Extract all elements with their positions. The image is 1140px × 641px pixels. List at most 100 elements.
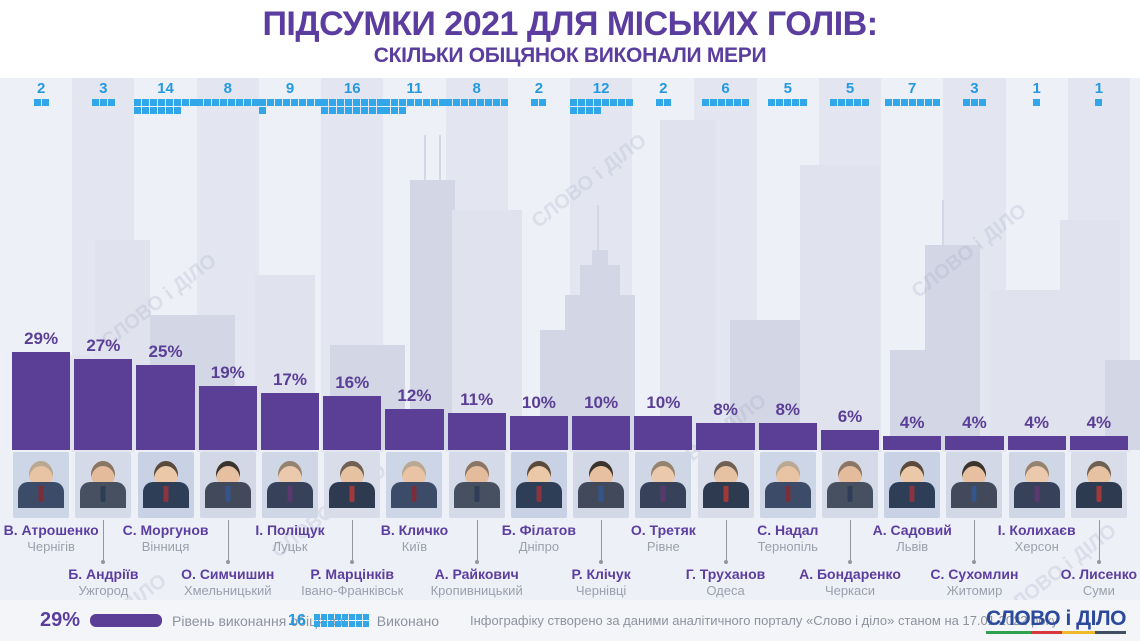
percent-bar (74, 359, 133, 450)
fulfilled-ticks-group: 2 (632, 80, 694, 106)
mayor-nameblock: Б. Філатов Дніпро (476, 522, 602, 555)
avatar-tie (225, 486, 231, 502)
tick-square (352, 107, 360, 114)
tick-square (99, 99, 107, 106)
tick-square (142, 107, 150, 114)
mayor-photo (1070, 452, 1127, 518)
fulfilled-ticks-group: 7 (881, 80, 943, 106)
tick-square (932, 99, 940, 106)
tick-square (924, 99, 932, 106)
tick-square (539, 99, 547, 106)
tick-square (485, 99, 493, 106)
avatar-tie (474, 486, 480, 502)
fulfilled-count: 8 (223, 80, 232, 97)
tick-square (328, 107, 336, 114)
tick-square (382, 107, 390, 114)
mayor-nameblock: О. Третяк Рівне (600, 522, 726, 555)
avatar-tie (287, 486, 293, 502)
mayor-photo (199, 452, 256, 518)
fulfilled-ticks-group: 14 (134, 80, 198, 114)
connector-dot (1096, 560, 1101, 564)
tick-square (368, 99, 376, 106)
fulfilled-count: 5 (783, 80, 792, 97)
mayor-nameblock: І. Поліщук Луцьк (227, 522, 353, 555)
mayor-name: Р. Клічук (571, 566, 631, 582)
fulfilled-ticks (830, 99, 870, 106)
avatar-tie (1096, 486, 1102, 502)
mayor-name: Б. Андріїв (68, 566, 139, 582)
tick-square (569, 107, 577, 114)
mayor-name: В. Атрошенко (3, 522, 99, 538)
percent-bar (820, 430, 880, 450)
mayor-photo (137, 452, 194, 518)
mayor-nameblock: Г. Труханов Одеса (663, 566, 789, 599)
tick-square (360, 99, 368, 106)
fulfilled-count: 3 (99, 80, 108, 97)
mayor-city: Дніпро (518, 539, 560, 554)
fulfilled-ticks (258, 99, 322, 114)
tick-square (314, 99, 322, 106)
mayor-name: А. Садовий (872, 522, 952, 538)
avatar-torso (515, 482, 562, 508)
tick-square (362, 614, 369, 620)
mayor-city: Рівне (646, 539, 680, 554)
legend-percent-swatch (90, 614, 163, 627)
tick-square (477, 99, 485, 106)
tick-square (334, 621, 341, 627)
avatar-tie (536, 486, 542, 502)
mayor-column: 2 29% В. Атрошенко Чернігів (4, 80, 99, 600)
fulfilled-ticks-group: 12 (569, 80, 633, 114)
tick-square (336, 99, 344, 106)
mayor-column: 6 8% Г. Труханов Одеса (686, 80, 766, 600)
mayor-name: С. Надал (757, 522, 819, 538)
header: ПІДСУМКИ 2021 ДЛЯ МІСЬКИХ ГОЛІВ: СКІЛЬКИ… (0, 0, 1140, 78)
mayor-name: В. Кличко (380, 522, 449, 538)
tick-square (212, 99, 220, 106)
percent-bar (1007, 436, 1066, 450)
mayor-column: 1 4% О. Лисенко Суми (1061, 80, 1138, 600)
tick-square (461, 99, 469, 106)
legend-percent-value: 29% (40, 609, 81, 631)
percent-bar (1069, 436, 1128, 450)
mayor-photo (324, 452, 381, 518)
avatar-tie (847, 486, 853, 502)
mayor-photo (1008, 452, 1065, 518)
fulfilled-ticks (320, 99, 384, 114)
tick-square (196, 99, 204, 106)
fulfilled-count: 14 (157, 80, 174, 97)
tick-square (742, 99, 750, 106)
mayor-city: Хмельницький (183, 583, 272, 598)
tick-square (390, 99, 398, 106)
mayor-nameblock: А. Садовий Львів (849, 522, 975, 555)
fulfilled-count: 12 (592, 80, 610, 97)
fulfilled-ticks (702, 99, 750, 106)
tick-square (142, 99, 150, 106)
tick-square (258, 99, 266, 106)
fulfilled-count: 8 (472, 80, 481, 97)
avatar-torso (391, 482, 438, 508)
page-title: ПІДСУМКИ 2021 ДЛЯ МІСЬКИХ ГОЛІВ: (262, 5, 878, 43)
fulfilled-ticks-group: 8 (196, 80, 260, 106)
tick-square (236, 99, 244, 106)
building-silhouette (592, 250, 608, 450)
avatar-tie (411, 486, 417, 502)
mayor-nameblock: Р. Клічук Чернівці (538, 566, 664, 599)
mayor-city: Херсон (1014, 539, 1059, 554)
fulfilled-count: 2 (534, 80, 544, 97)
percent-bar (447, 413, 506, 450)
antenna-silhouette (439, 135, 442, 180)
connector-line (1098, 520, 1100, 562)
logo-stripe-slate (1095, 630, 1126, 634)
credit-text: Інфографіку створено за даними аналітичн… (470, 613, 1058, 628)
tick-square (854, 99, 862, 106)
mayor-column: 8 19% О. Симчишин Хмельницький (181, 80, 274, 600)
fulfilled-ticks-group: 5 (757, 80, 819, 106)
avatar-tie (163, 486, 169, 502)
legend-percent-label: Рівень виконання обіцянок (172, 612, 347, 629)
avatar-torso (702, 482, 749, 508)
mayor-name: А. Райкович (434, 566, 519, 582)
fulfilled-ticks (962, 99, 986, 106)
tick-square (306, 99, 314, 106)
tick-square (158, 107, 166, 114)
